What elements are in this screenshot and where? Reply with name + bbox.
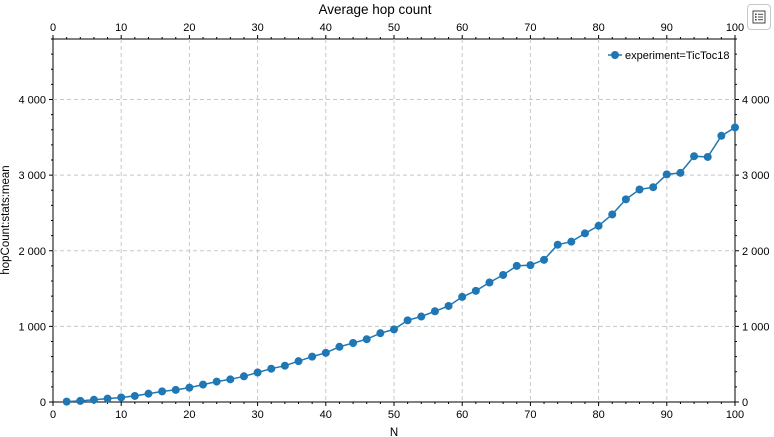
data-point[interactable] [76,396,85,405]
data-point[interactable] [349,339,358,348]
chart-options-button[interactable] [747,4,771,30]
data-point[interactable] [130,391,139,400]
data-point[interactable] [226,375,235,384]
data-point[interactable] [499,270,508,279]
x-tick-label-top: 90 [661,22,673,34]
x-tick-label-bottom: 0 [50,409,56,421]
data-point[interactable] [239,372,248,381]
x-tick-label-top: 30 [251,22,263,34]
data-point[interactable] [526,261,535,270]
x-tick-label-top: 0 [50,22,56,34]
x-tick-label-bottom: 30 [251,409,263,421]
data-point[interactable] [294,357,303,366]
x-axis-label: N [390,427,398,437]
data-point[interactable] [280,361,289,370]
data-point[interactable] [567,237,576,246]
data-point[interactable] [731,123,739,132]
list-icon [752,10,766,24]
x-tick-label-top: 80 [592,22,604,34]
data-point[interactable] [321,348,330,357]
x-tick-label-top: 60 [456,22,468,34]
data-point[interactable] [649,183,658,192]
x-tick-label-top: 50 [388,22,400,34]
grid [53,39,735,402]
data-point[interactable] [540,255,549,264]
ticks: 0010102020303040405050606070708080909010… [18,22,769,421]
y-tick-label-left: 4 000 [18,95,46,107]
x-tick-label-top: 10 [115,22,127,34]
data-point[interactable] [308,352,317,361]
data-point[interactable] [594,221,603,230]
x-tick-label-bottom: 70 [524,409,536,421]
data-point[interactable] [676,168,685,177]
data-point[interactable] [608,210,617,219]
data-point[interactable] [635,185,644,194]
data-point[interactable] [199,380,208,389]
x-tick-label-bottom: 50 [388,409,400,421]
data-point[interactable] [512,261,521,270]
series-group [62,123,739,406]
chart-title: Average hop count [318,2,431,17]
data-point[interactable] [390,325,398,334]
x-tick-label-bottom: 100 [726,409,744,421]
data-point[interactable] [662,170,671,179]
y-tick-label-right: 0 [742,397,748,409]
data-point[interactable] [417,312,426,321]
data-point[interactable] [253,368,262,377]
y-tick-label-left: 0 [40,397,46,409]
data-point[interactable] [171,385,180,394]
y-tick-label-right: 2 000 [742,246,770,258]
data-point[interactable] [117,393,126,402]
x-tick-label-top: 100 [726,22,744,34]
x-tick-label-bottom: 20 [183,409,195,421]
data-point[interactable] [403,316,412,325]
y-tick-label-left: 3 000 [18,170,46,182]
x-tick-label-top: 20 [183,22,195,34]
data-point[interactable] [717,131,726,140]
y-axis-label: hopCount:stats:mean [0,165,12,274]
data-point[interactable] [335,342,344,351]
data-point[interactable] [158,387,167,396]
y-tick-label-right: 3 000 [742,170,770,182]
data-point[interactable] [690,152,699,161]
data-point[interactable] [62,397,71,406]
data-point[interactable] [471,286,480,295]
data-point[interactable] [89,395,98,404]
x-tick-label-bottom: 40 [320,409,332,421]
legend-marker [611,51,619,59]
data-point[interactable] [212,377,221,386]
data-point[interactable] [144,389,153,398]
data-point[interactable] [458,292,467,301]
x-tick-label-bottom: 10 [115,409,127,421]
x-tick-label-top: 70 [524,22,536,34]
x-tick-label-bottom: 90 [661,409,673,421]
legend[interactable]: experiment=TicToc18 [608,50,729,62]
data-point[interactable] [621,195,630,204]
data-point[interactable] [362,335,371,344]
y-tick-label-left: 1 000 [18,321,46,333]
x-tick-label-top: 40 [320,22,332,34]
data-point[interactable] [580,229,589,238]
y-tick-label-right: 4 000 [742,95,770,107]
x-tick-label-bottom: 60 [456,409,468,421]
data-point[interactable] [444,301,453,310]
data-point[interactable] [553,240,562,249]
data-point[interactable] [376,329,385,338]
data-point[interactable] [485,278,494,287]
y-tick-label-right: 1 000 [742,321,770,333]
data-point[interactable] [703,152,712,161]
x-tick-label-bottom: 80 [592,409,604,421]
data-point[interactable] [430,307,439,316]
data-point[interactable] [267,364,276,373]
y-tick-label-left: 2 000 [18,246,46,258]
data-point[interactable] [185,383,194,392]
data-point[interactable] [103,394,112,403]
legend-label: experiment=TicToc18 [625,50,729,62]
